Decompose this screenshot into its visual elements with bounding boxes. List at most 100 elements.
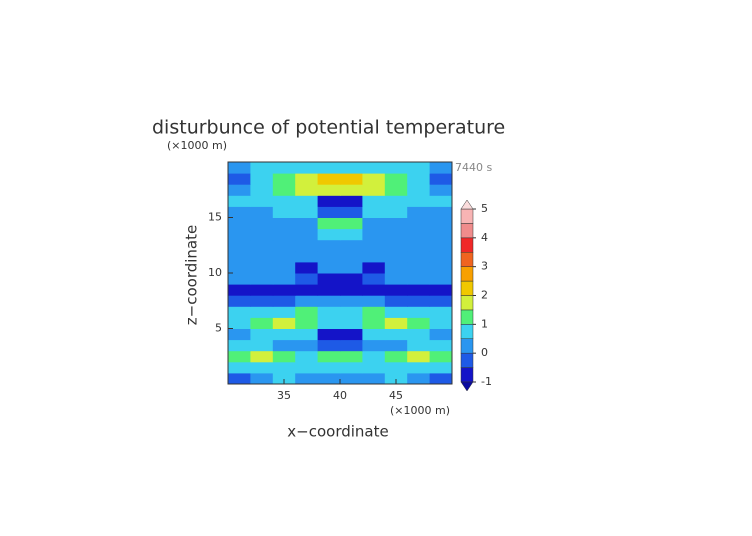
contour-cell bbox=[407, 328, 431, 341]
contour-cell bbox=[407, 239, 431, 252]
contour-cell bbox=[407, 206, 431, 218]
contour-cell bbox=[340, 339, 363, 352]
contour-cell bbox=[429, 184, 453, 196]
colorbar-bin bbox=[460, 266, 474, 282]
contour-cell bbox=[407, 217, 431, 230]
contour-cell bbox=[317, 173, 341, 185]
contour-cell bbox=[272, 295, 296, 307]
contour-cell bbox=[384, 239, 408, 252]
contour-cell bbox=[384, 328, 408, 341]
contour-cell bbox=[317, 295, 341, 307]
colorbar-bin bbox=[460, 309, 474, 325]
contour-cell bbox=[272, 206, 296, 218]
contour-cell bbox=[429, 350, 453, 363]
contour-cell bbox=[250, 206, 274, 218]
contour-cell bbox=[317, 372, 341, 385]
contour-cell bbox=[228, 317, 251, 329]
contour-cell bbox=[317, 306, 341, 318]
contour-cell bbox=[250, 261, 274, 274]
colorbar-bin bbox=[460, 223, 474, 239]
contour-cell bbox=[272, 195, 296, 207]
contour-cell bbox=[384, 184, 408, 196]
contour-cell bbox=[362, 217, 386, 230]
contour-cell bbox=[295, 339, 319, 352]
contour-cell bbox=[228, 306, 251, 318]
contour-cell bbox=[272, 250, 296, 263]
contour-cell bbox=[228, 328, 251, 341]
contour-cell bbox=[228, 361, 251, 374]
time-label: 7440 s bbox=[455, 161, 492, 174]
contour-cell bbox=[340, 350, 363, 363]
contour-cell bbox=[272, 162, 296, 174]
contour-cell bbox=[340, 250, 363, 263]
contour-cell bbox=[407, 317, 431, 329]
contour-cell bbox=[362, 250, 386, 263]
contour-cell bbox=[228, 339, 251, 352]
contour-cell bbox=[340, 162, 363, 174]
contour-cell bbox=[228, 239, 251, 252]
contour-cell bbox=[340, 206, 363, 218]
contour-cell bbox=[340, 361, 363, 374]
contour-cell bbox=[295, 162, 319, 174]
colorbar-bin bbox=[460, 252, 474, 267]
colorbar-under bbox=[460, 381, 474, 392]
contour-cell bbox=[384, 284, 408, 296]
x-axis-label: x−coordinate bbox=[287, 423, 388, 441]
contour-cell bbox=[250, 328, 274, 341]
colorbar-bin bbox=[460, 295, 474, 311]
contour-cell bbox=[429, 295, 453, 307]
contour-cell bbox=[250, 162, 274, 174]
contour-cell bbox=[295, 295, 319, 307]
contour-cell bbox=[429, 250, 453, 263]
contour-cell bbox=[228, 350, 251, 363]
contour-cell bbox=[272, 306, 296, 318]
contour-cell bbox=[362, 350, 386, 363]
contour-cell bbox=[362, 328, 386, 341]
contour-cell bbox=[272, 350, 296, 363]
contour-cell bbox=[429, 162, 453, 174]
contour-cell bbox=[407, 173, 431, 185]
contour-cell bbox=[340, 284, 363, 296]
contour-cell bbox=[362, 173, 386, 185]
contour-cell bbox=[317, 273, 341, 285]
y-tick-label: 5 bbox=[215, 322, 222, 335]
contour-cell bbox=[384, 339, 408, 352]
contour-cell bbox=[384, 206, 408, 218]
contour-cell bbox=[295, 361, 319, 374]
contour-cell bbox=[228, 250, 251, 263]
contour-cell bbox=[407, 184, 431, 196]
contour-cell bbox=[272, 217, 296, 230]
contour-cell bbox=[317, 250, 341, 263]
x-tick-label: 40 bbox=[333, 389, 347, 402]
contour-cell bbox=[407, 261, 431, 274]
contour-cell bbox=[317, 261, 341, 274]
contour-cell bbox=[429, 261, 453, 274]
contour-cell bbox=[295, 261, 319, 274]
contour-cell bbox=[272, 184, 296, 196]
contour-cell bbox=[250, 339, 274, 352]
contour-cell bbox=[228, 206, 251, 218]
colorbar-bin bbox=[460, 237, 474, 253]
contour-cell bbox=[384, 350, 408, 363]
contour-cell bbox=[228, 195, 251, 207]
contour-cell bbox=[317, 239, 341, 252]
contour-cell bbox=[250, 217, 274, 230]
contour-cell bbox=[384, 195, 408, 207]
colorbar-tick-label: 0 bbox=[481, 346, 488, 359]
contour-cell bbox=[362, 228, 386, 241]
contour-cell bbox=[228, 261, 251, 274]
colorbar-tick-label: 4 bbox=[481, 231, 488, 244]
chart-title: disturbunce of potential temperature bbox=[152, 117, 505, 139]
contour-cell bbox=[295, 173, 319, 185]
contour-cell bbox=[340, 372, 363, 385]
contour-cell bbox=[340, 261, 363, 274]
colorbar-bin bbox=[460, 352, 474, 368]
colorbar-bin bbox=[460, 338, 474, 354]
contour-cell bbox=[250, 295, 274, 307]
contour-cell bbox=[429, 328, 453, 341]
contour-cell bbox=[429, 284, 453, 296]
contour-cell bbox=[362, 295, 386, 307]
contour-cell bbox=[272, 261, 296, 274]
contour-cell bbox=[228, 184, 251, 196]
